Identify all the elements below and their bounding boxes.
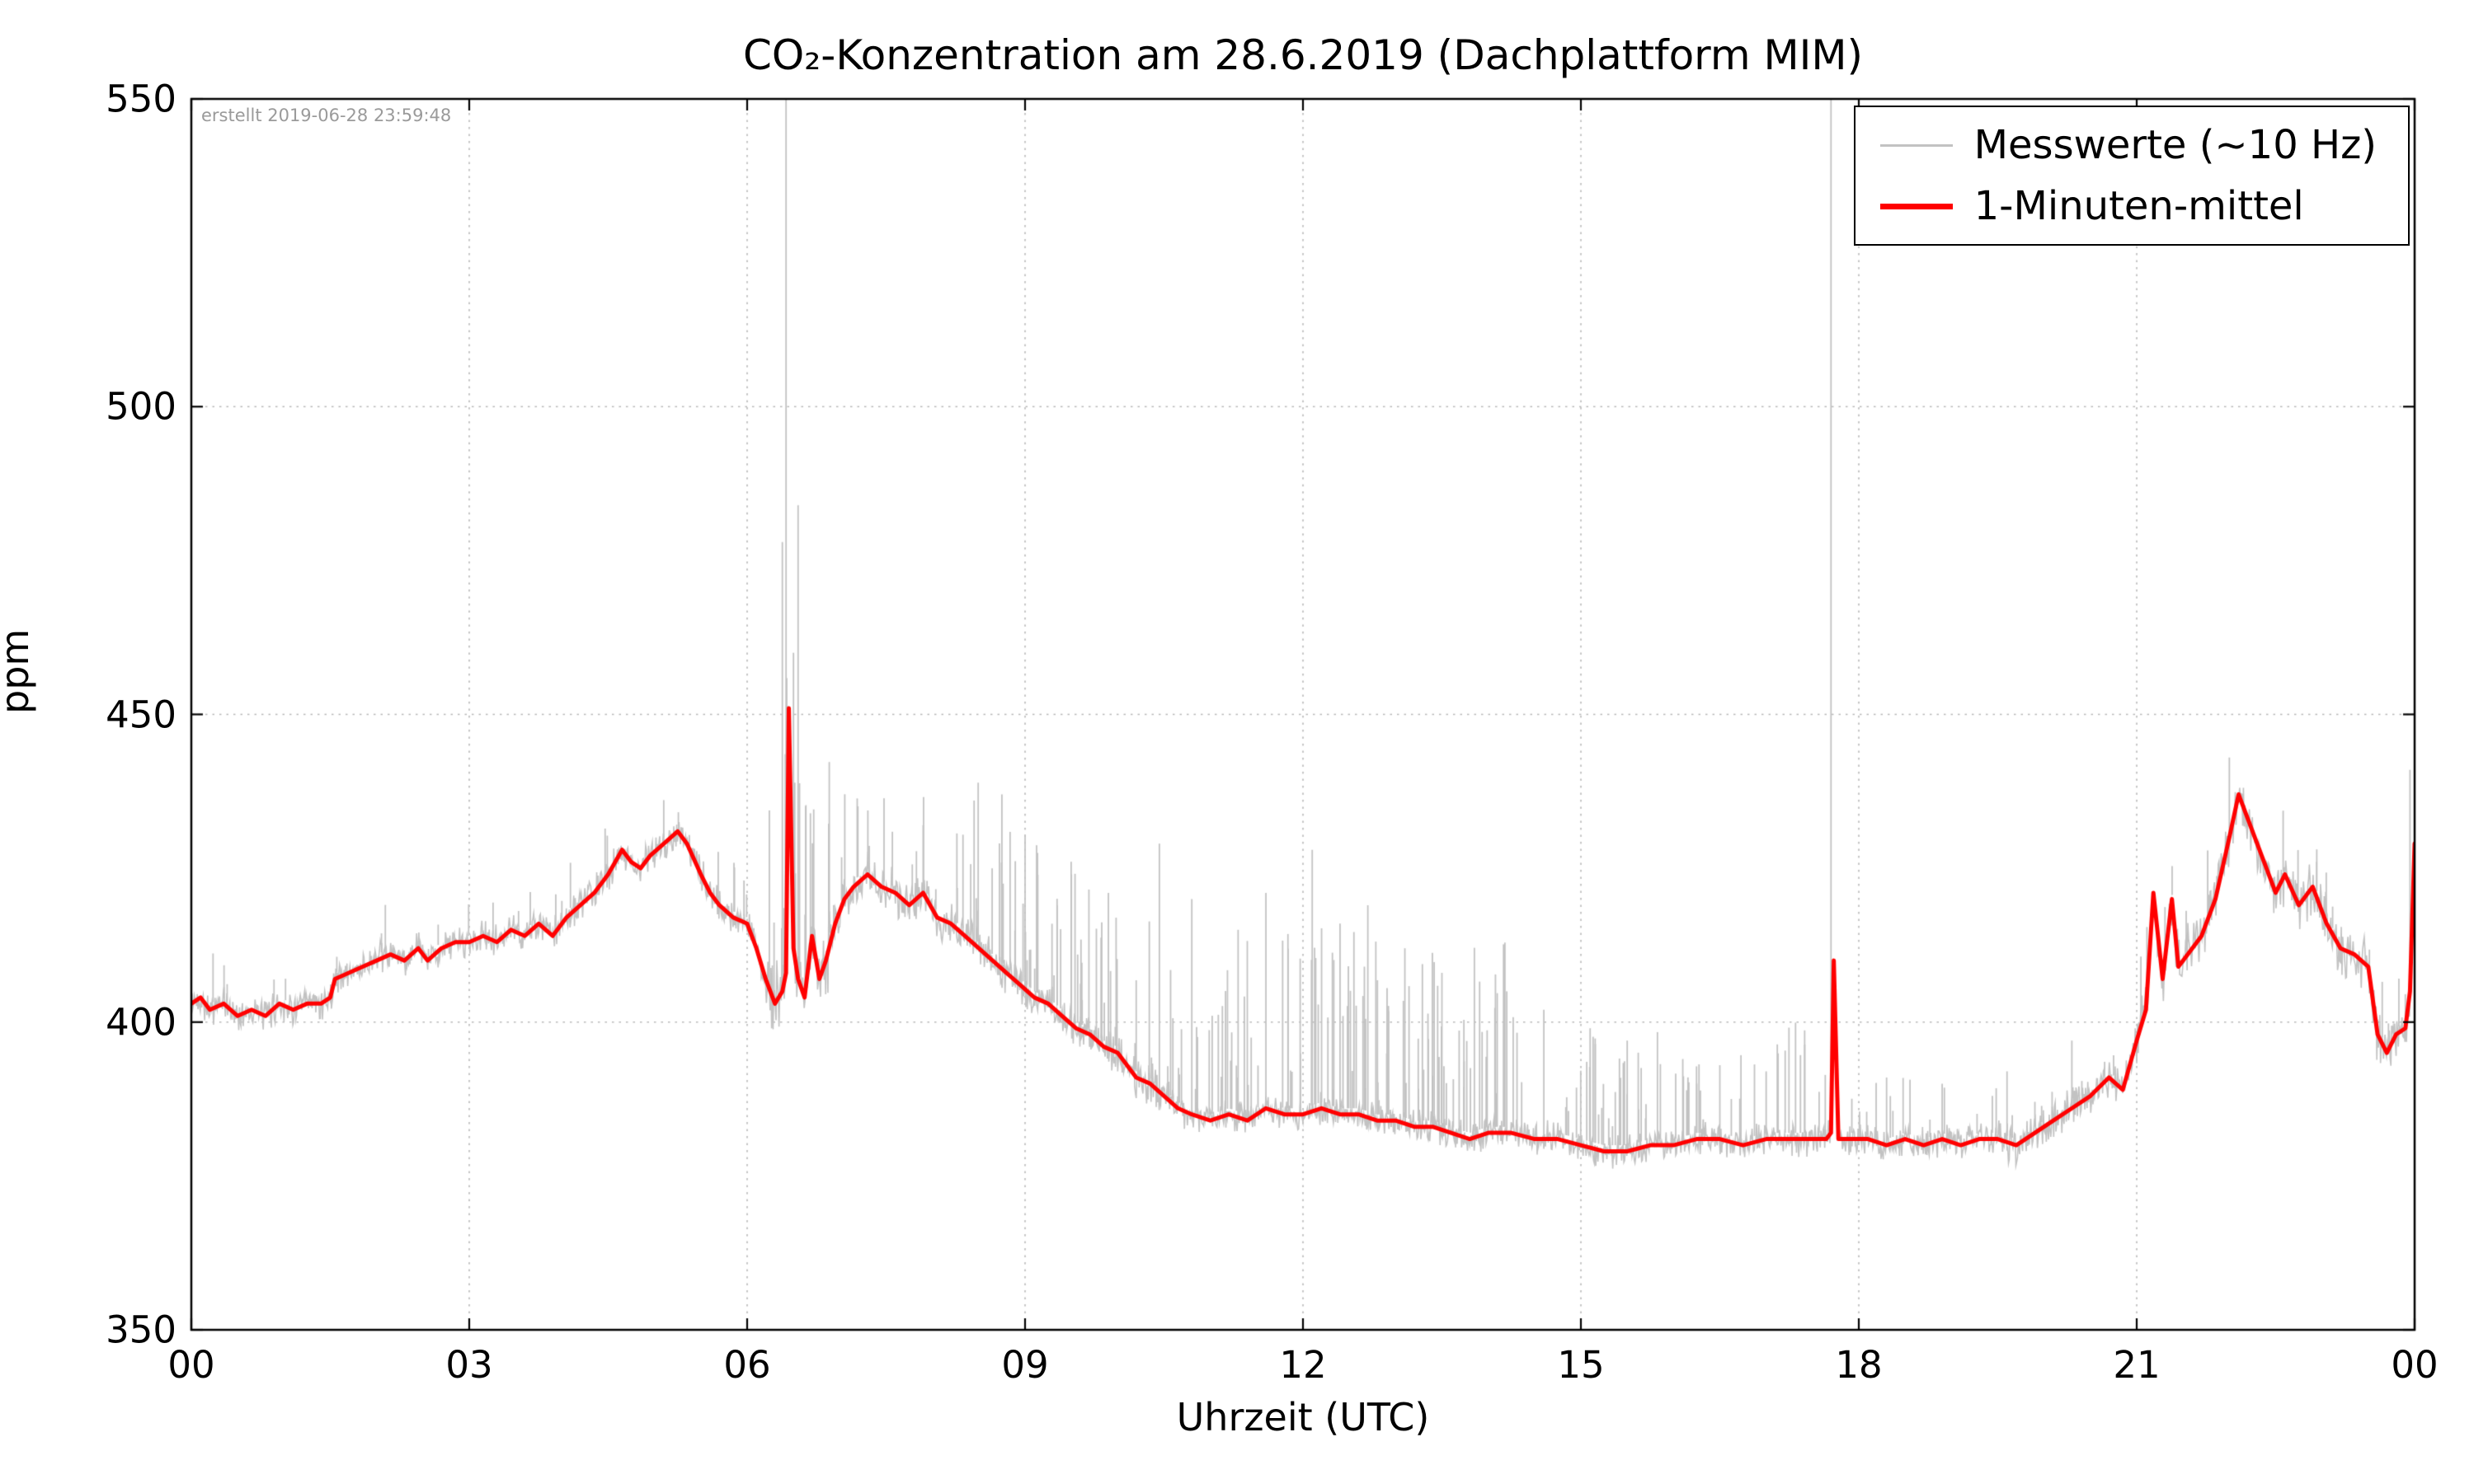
x-tick-label: 12 [1279,1343,1327,1387]
y-tick-label: 500 [106,384,176,429]
x-tick-label: 09 [1001,1343,1049,1387]
y-tick-label: 350 [106,1308,176,1352]
x-tick-label: 00 [2391,1343,2439,1387]
legend-item-messwerte: Messwerte (~10 Hz) [1879,122,2377,168]
legend-line-gray-icon [1879,143,1953,147]
legend-line-red-icon [1879,203,1953,209]
legend-item-minuten-mittel: 1-Minuten-mittel [1879,183,2377,229]
y-tick-label: 450 [106,693,176,736]
x-tick-label: 21 [2113,1343,2161,1387]
x-tick-label: 03 [445,1343,493,1387]
x-tick-label: 00 [167,1343,215,1387]
legend-label-minuten-mittel: 1-Minuten-mittel [1973,183,2304,229]
created-timestamp-note: erstellt 2019-06-28 23:59:48 [201,106,452,125]
y-axis-label: ppm [0,628,37,714]
y-tick-label: 550 [106,77,176,121]
x-tick-label: 18 [1835,1343,1883,1387]
x-axis-label: Uhrzeit (UTC) [1176,1395,1430,1439]
legend-label-messwerte: Messwerte (~10 Hz) [1973,122,2377,168]
y-tick-label: 400 [106,1000,176,1045]
x-tick-label: 15 [1557,1343,1605,1387]
legend: Messwerte (~10 Hz) 1-Minuten-mittel [1853,106,2410,246]
x-tick-label: 06 [723,1343,771,1387]
chart-title: CO₂-Konzentration am 28.6.2019 (Dachplat… [742,31,1863,79]
